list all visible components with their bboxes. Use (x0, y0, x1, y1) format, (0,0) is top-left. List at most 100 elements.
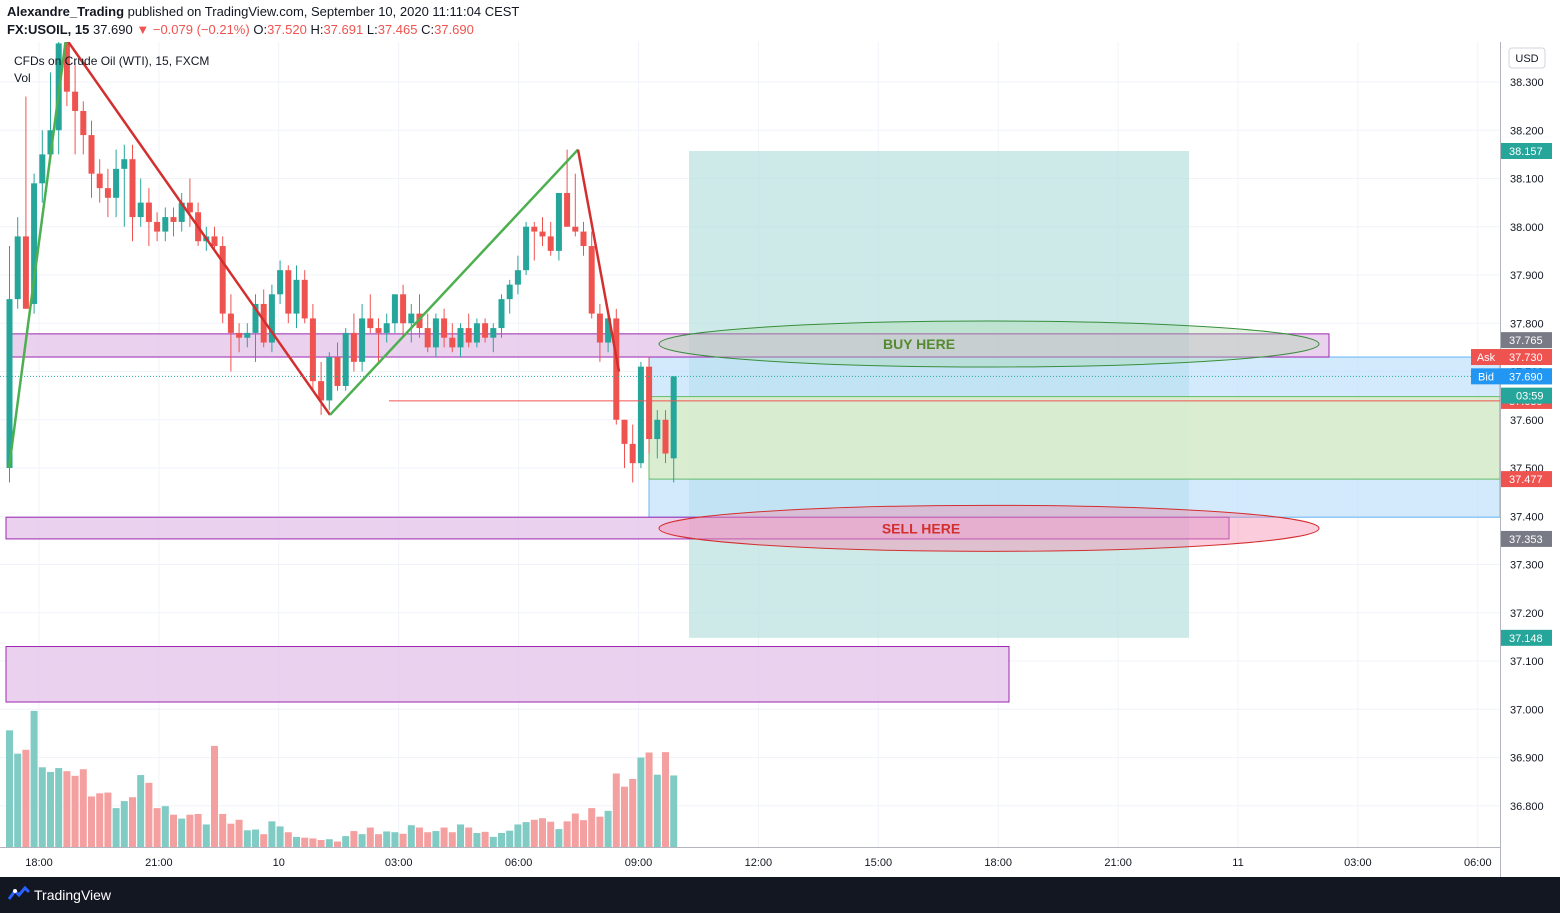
volume-bar (498, 833, 505, 847)
volume-bar (481, 831, 489, 847)
price-label-bg (1501, 142, 1552, 159)
volume-bar (465, 827, 473, 847)
volume-bar (514, 824, 522, 847)
volume-bar (178, 818, 186, 847)
volume-bar (47, 771, 54, 847)
candle-body (605, 318, 612, 343)
currency-label: USD (1515, 53, 1538, 65)
volume-bar (547, 821, 555, 847)
volume-bar (440, 827, 448, 847)
volume-bar (129, 797, 136, 847)
volume-bar (30, 710, 38, 847)
candle-body (96, 173, 103, 189)
candle-body (47, 130, 54, 155)
volume-bar (252, 829, 259, 847)
candle-body (473, 323, 480, 343)
candle-body (154, 221, 161, 232)
price-label-bg (1501, 349, 1552, 366)
candle-body (121, 159, 128, 169)
volume-bar (317, 840, 325, 847)
footer-brand[interactable]: TradingView (34, 887, 112, 903)
price-label: 37.765 (1509, 335, 1543, 347)
price-tick-label: 37.100 (1510, 656, 1544, 668)
volume-bar (342, 836, 350, 847)
candle-body (211, 236, 218, 247)
volume-bar (621, 786, 628, 847)
tradingview-logo-icon (8, 886, 30, 900)
candle-body (236, 332, 243, 338)
currency-button[interactable] (1508, 47, 1546, 69)
zigzag-leg (329, 148, 579, 416)
candle-body (252, 303, 259, 333)
candle-body (318, 381, 325, 401)
candle-body (113, 168, 120, 198)
candle-body (14, 236, 21, 300)
price-axis[interactable] (1500, 42, 1560, 877)
candle-body (400, 294, 407, 324)
volume-bar (358, 834, 366, 847)
candle-body (145, 202, 152, 222)
low-label: L: (366, 22, 378, 37)
candle-body (227, 313, 234, 333)
volume-bar (227, 823, 235, 847)
author-name[interactable]: Alexandre_Trading (7, 4, 125, 19)
candle-body (555, 192, 562, 251)
candle-body (309, 318, 316, 382)
candle-body (293, 279, 300, 314)
candle-body (465, 328, 472, 343)
high-value: 37.691 (323, 22, 364, 37)
time-tick-label: 03:00 (1344, 857, 1372, 869)
volume-bar (530, 819, 538, 847)
time-tick-label: 03:00 (385, 857, 413, 869)
candle-body (285, 270, 292, 314)
zigzag-leg (64, 37, 332, 416)
volume-bar (539, 818, 546, 847)
buy-ellipse (658, 320, 1320, 368)
volume-bar (137, 775, 145, 847)
time-tick-label: 11 (1232, 857, 1243, 869)
volume-bar (293, 836, 300, 847)
candle-body (72, 91, 79, 111)
price-tick-label: 37.600 (1510, 415, 1544, 427)
time-tick-label: 21:00 (145, 857, 173, 869)
volume-bar (563, 821, 571, 847)
volume-bar (112, 808, 120, 847)
price-tick-label: 38.100 (1510, 174, 1544, 186)
volume-bar (555, 829, 563, 847)
volume-bar (662, 752, 669, 847)
volume-bar (170, 814, 177, 847)
volume-bar (71, 775, 79, 847)
candle-body (490, 328, 497, 338)
price-chart-svg[interactable]: BUY HERE SELL HERE CFDs on Crude Oil (WTI… (0, 37, 1560, 877)
price-tick-label: 37.200 (1510, 608, 1544, 620)
price-tick-label: 37.900 (1510, 270, 1544, 282)
low-value: 37.465 (377, 22, 418, 37)
candle-body (662, 419, 669, 454)
price-change: ▼ −0.079 (−0.21%) (136, 22, 250, 37)
price-tick-label: 37.000 (1510, 704, 1544, 716)
volume-bar (202, 824, 210, 847)
candle-body (596, 313, 603, 343)
candle-body (441, 318, 448, 338)
price-label: 37.690 (1509, 371, 1543, 383)
countdown-label: 03:59 (1516, 391, 1544, 403)
close-value: 37.690 (434, 22, 474, 37)
volume-bars (6, 710, 678, 847)
volume-bar (260, 834, 268, 847)
volume-bar (612, 773, 620, 847)
time-tick-label: 15:00 (865, 857, 893, 869)
candle-body (531, 226, 538, 232)
volume-bar (645, 752, 653, 847)
sell-here-label: SELL HERE (882, 520, 960, 536)
sell-ellipse (658, 504, 1320, 552)
zone-lower (5, 516, 1230, 540)
time-tick-label: 21:00 (1104, 857, 1132, 869)
volume-bar (580, 820, 587, 847)
volume-bar (522, 822, 530, 847)
chart-area[interactable]: BUY HERE SELL HERE CFDs on Crude Oil (WTI… (0, 37, 1560, 877)
time-tick-label: 18:00 (25, 857, 53, 869)
zigzag-leg (576, 149, 621, 372)
volume-bar (284, 832, 292, 847)
volume-bar (489, 836, 497, 847)
candle-body (391, 294, 398, 324)
